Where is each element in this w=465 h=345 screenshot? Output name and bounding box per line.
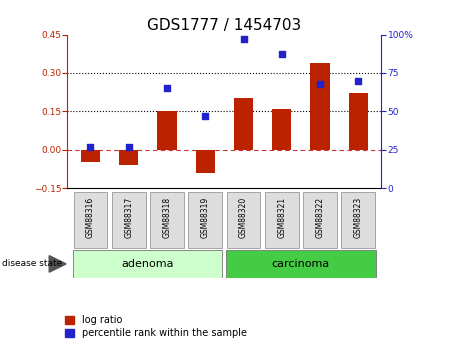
Text: GSM88316: GSM88316 — [86, 197, 95, 238]
Text: GSM88321: GSM88321 — [277, 197, 286, 238]
Bar — [311, 63, 330, 150]
Text: GSM88319: GSM88319 — [201, 197, 210, 238]
Bar — [349, 93, 368, 150]
FancyBboxPatch shape — [112, 192, 146, 248]
FancyBboxPatch shape — [73, 192, 107, 248]
FancyBboxPatch shape — [303, 192, 337, 248]
Text: disease state: disease state — [2, 259, 63, 268]
Point — [240, 36, 247, 42]
Legend: log ratio, percentile rank within the sample: log ratio, percentile rank within the sa… — [65, 315, 247, 338]
Bar — [272, 109, 292, 150]
Point — [355, 78, 362, 83]
FancyBboxPatch shape — [341, 192, 375, 248]
Text: GSM88318: GSM88318 — [162, 197, 172, 238]
Text: GSM88323: GSM88323 — [354, 197, 363, 238]
Point — [316, 81, 324, 86]
Text: carcinoma: carcinoma — [272, 259, 330, 269]
Text: adenoma: adenoma — [121, 259, 174, 269]
FancyBboxPatch shape — [150, 192, 184, 248]
Point — [278, 52, 286, 57]
FancyBboxPatch shape — [188, 192, 222, 248]
Point — [201, 113, 209, 119]
Point — [163, 86, 171, 91]
Bar — [119, 150, 138, 165]
Bar — [234, 98, 253, 150]
Bar — [81, 150, 100, 162]
Bar — [157, 111, 177, 150]
Title: GDS1777 / 1454703: GDS1777 / 1454703 — [147, 18, 301, 33]
Text: GSM88317: GSM88317 — [124, 197, 133, 238]
Polygon shape — [49, 256, 66, 272]
Text: GSM88320: GSM88320 — [239, 197, 248, 238]
Point — [125, 144, 133, 149]
FancyBboxPatch shape — [265, 192, 299, 248]
FancyBboxPatch shape — [226, 192, 260, 248]
Text: GSM88322: GSM88322 — [316, 197, 325, 238]
FancyBboxPatch shape — [73, 250, 222, 278]
Point — [86, 144, 94, 149]
FancyBboxPatch shape — [226, 250, 376, 278]
Bar — [196, 150, 215, 173]
